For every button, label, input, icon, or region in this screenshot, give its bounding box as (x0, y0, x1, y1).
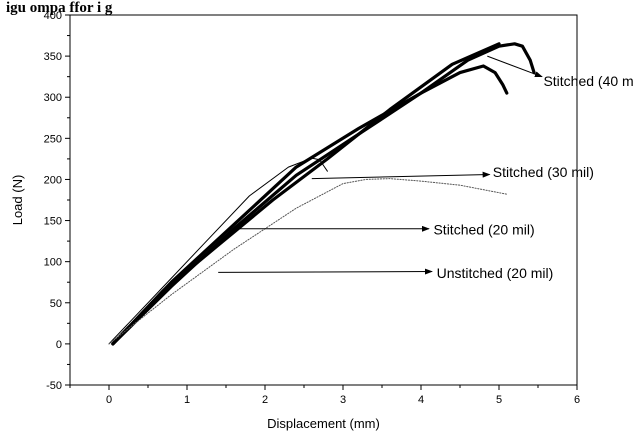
x-tick-label: 3 (340, 394, 346, 406)
x-tick-label: 0 (106, 394, 112, 406)
annotation-arrow (487, 55, 543, 78)
y-tick-label: 350 (44, 51, 62, 63)
annotation-arrow (311, 171, 491, 180)
annotation-label: Unstitched (20 mil) (437, 265, 554, 281)
x-tick-label: 2 (262, 394, 268, 406)
series-line-3 (111, 42, 501, 346)
annotation-label: Stitched (30 mil) (493, 164, 594, 180)
series-line-0 (111, 42, 536, 346)
series-line-4 (108, 178, 508, 345)
x-tick-label: 6 (574, 394, 580, 406)
axes: 0 1 2 3 4 5 6 -50 0 50 100 150 200 250 300 350 400 (44, 10, 580, 406)
x-axis-label: Displacement (mm) (267, 416, 380, 431)
y-tick-label: 200 (44, 174, 62, 186)
y-tick-label: 50 (50, 298, 62, 310)
clipped-caption-text: igu ompa ffor i g (6, 0, 113, 16)
annotation-label: Stitched (40 mil) (543, 73, 633, 89)
y-tick-label: 400 (44, 10, 62, 22)
x-tick-label: 5 (496, 394, 502, 406)
x-tick-label: 4 (418, 394, 424, 406)
annotation-arrow (218, 268, 433, 275)
y-tick-label: 100 (44, 257, 62, 269)
y-tick-label: -50 (46, 380, 62, 392)
annotations-group: Stitched (40 mil) Stitched (30 mil) Stitch… (218, 55, 633, 281)
y-tick-label: 0 (56, 339, 62, 351)
y-tick-label: 150 (44, 216, 62, 228)
annotation-label: Stitched (20 mil) (433, 222, 534, 238)
x-tick-label: 1 (184, 394, 190, 406)
y-axis-label: Load (N) (10, 175, 25, 226)
plot-frame (69, 14, 578, 386)
y-tick-label: 250 (44, 133, 62, 145)
y-tick-label: 300 (44, 92, 62, 104)
series-group (108, 42, 536, 346)
series-line-1 (111, 64, 509, 346)
